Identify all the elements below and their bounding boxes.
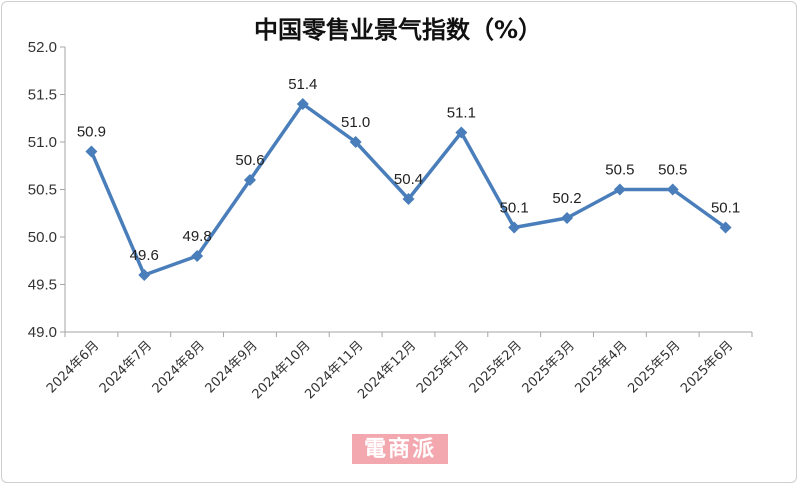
y-tick-label: 49.0 (28, 324, 57, 341)
data-label: 50.2 (552, 190, 581, 207)
data-point-marker (561, 212, 574, 224)
data-point-marker (191, 250, 204, 262)
data-label: 49.6 (130, 247, 159, 264)
series-line (89, 102, 727, 277)
data-label: 50.5 (658, 162, 687, 179)
data-point-marker (349, 136, 362, 148)
chart-title: 中国零售业景气指数（%） (254, 16, 542, 44)
y-axis-ticks: 49.0 49.5 50.0 50.5 51.0 51.5 52.0 (28, 39, 65, 341)
y-tick-label: 52.0 (28, 39, 57, 56)
data-label: 51.0 (341, 114, 370, 131)
data-point-marker (85, 145, 98, 158)
y-tick-label: 51.0 (28, 134, 57, 151)
data-label: 51.1 (447, 105, 476, 122)
y-tick-label: 51.5 (28, 87, 57, 104)
y-tick-label: 50.0 (28, 229, 57, 246)
x-axis-ticks: 2024年6月2024年7月2024年8月2024年9月2024年10月2024… (44, 332, 753, 402)
x-tick-label: 2025年4月 (572, 338, 630, 396)
x-tick-label: 2024年9月 (203, 338, 261, 396)
data-point-marker (402, 193, 415, 205)
data-label: 50.5 (605, 162, 634, 179)
data-point-marker (719, 221, 732, 234)
x-tick-label: 2025年3月 (520, 338, 578, 396)
data-label: 49.8 (183, 228, 212, 245)
data-label: 50.4 (394, 171, 423, 188)
data-label: 50.9 (77, 124, 106, 141)
data-labels: 50.9 49.6 49.8 50.6 51.4 51.0 50.4 51.1 50.1 50.2… (77, 76, 740, 264)
x-tick-label: 2024年7月 (97, 338, 155, 396)
x-tick-label: 2025年1月 (414, 338, 472, 396)
x-tick-label: 2025年2月 (467, 338, 525, 396)
series-markers (85, 98, 732, 281)
data-point-marker (613, 183, 626, 196)
x-tick-label: 2024年6月 (44, 338, 102, 396)
data-point-marker (508, 221, 521, 234)
y-tick-label: 49.5 (28, 277, 57, 294)
data-point-marker (296, 98, 309, 110)
data-point-marker (666, 183, 679, 196)
x-tick-label: 2025年5月 (625, 338, 683, 396)
data-label: 51.4 (288, 76, 317, 93)
data-point-marker (455, 126, 468, 139)
y-tick-label: 50.5 (28, 182, 57, 199)
data-label: 50.6 (235, 152, 264, 169)
x-tick-label: 2024年8月 (150, 338, 208, 396)
data-point-marker (243, 174, 256, 186)
x-tick-label: 2025年6月 (678, 338, 736, 396)
data-label: 50.1 (500, 200, 529, 217)
watermark-logo: 電商派 (352, 434, 448, 464)
data-label: 50.1 (711, 200, 740, 217)
data-point-marker (138, 269, 151, 281)
